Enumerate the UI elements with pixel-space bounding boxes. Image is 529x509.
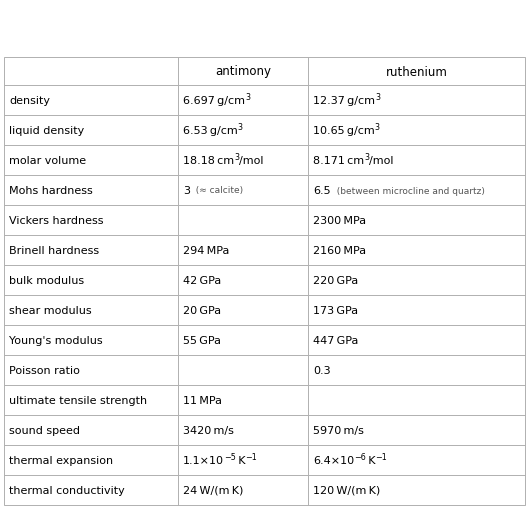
Text: Brinell hardness: Brinell hardness	[9, 245, 99, 256]
Text: (between microcline and quartz): (between microcline and quartz)	[331, 186, 485, 195]
Text: 12.37 g/cm: 12.37 g/cm	[313, 96, 375, 106]
Text: K: K	[236, 455, 245, 465]
Text: 3: 3	[364, 153, 369, 162]
Text: 120 W/(m K): 120 W/(m K)	[313, 485, 380, 495]
Text: 6.697 g/cm: 6.697 g/cm	[183, 96, 245, 106]
Text: molar volume: molar volume	[9, 156, 86, 165]
Text: −1: −1	[245, 453, 257, 461]
Text: 55 GPa: 55 GPa	[183, 335, 221, 345]
Text: K: K	[366, 455, 376, 465]
Text: (≈ calcite): (≈ calcite)	[190, 186, 243, 195]
Text: antimony: antimony	[215, 65, 271, 78]
Text: liquid density: liquid density	[9, 126, 84, 136]
Text: 24 W/(m K): 24 W/(m K)	[183, 485, 243, 495]
Text: shear modulus: shear modulus	[9, 305, 92, 316]
Text: 6.4×10: 6.4×10	[313, 455, 354, 465]
Text: 20 GPa: 20 GPa	[183, 305, 221, 316]
Text: (properties at standard conditions): (properties at standard conditions)	[6, 508, 180, 509]
Text: Mohs hardness: Mohs hardness	[9, 186, 93, 195]
Text: 3: 3	[183, 186, 190, 195]
Text: 5970 m/s: 5970 m/s	[313, 425, 364, 435]
Text: 220 GPa: 220 GPa	[313, 275, 358, 286]
Text: Poisson ratio: Poisson ratio	[9, 365, 80, 375]
Text: Vickers hardness: Vickers hardness	[9, 216, 104, 225]
Text: 3: 3	[234, 153, 239, 162]
Text: −6: −6	[354, 453, 366, 461]
Text: thermal conductivity: thermal conductivity	[9, 485, 125, 495]
Text: 8.171 cm: 8.171 cm	[313, 156, 364, 165]
Text: /mol: /mol	[369, 156, 394, 165]
Text: 10.65 g/cm: 10.65 g/cm	[313, 126, 375, 136]
Text: 3420 m/s: 3420 m/s	[183, 425, 234, 435]
Text: ultimate tensile strength: ultimate tensile strength	[9, 395, 147, 405]
Text: 294 MPa: 294 MPa	[183, 245, 230, 256]
Text: 6.5: 6.5	[313, 186, 331, 195]
Text: thermal expansion: thermal expansion	[9, 455, 113, 465]
Bar	[4, 58, 525, 505]
Text: 11 MPa: 11 MPa	[183, 395, 222, 405]
Text: 6.53 g/cm: 6.53 g/cm	[183, 126, 238, 136]
Text: 42 GPa: 42 GPa	[183, 275, 221, 286]
Text: ruthenium: ruthenium	[386, 65, 448, 78]
Text: 0.3: 0.3	[313, 365, 331, 375]
Text: 1.1×10: 1.1×10	[183, 455, 224, 465]
Text: 173 GPa: 173 GPa	[313, 305, 358, 316]
Text: 447 GPa: 447 GPa	[313, 335, 358, 345]
Text: sound speed: sound speed	[9, 425, 80, 435]
Text: 3: 3	[238, 123, 243, 132]
Text: −5: −5	[224, 453, 236, 461]
Text: bulk modulus: bulk modulus	[9, 275, 84, 286]
Text: 18.18 cm: 18.18 cm	[183, 156, 234, 165]
Text: 3: 3	[375, 123, 380, 132]
Text: 2160 MPa: 2160 MPa	[313, 245, 366, 256]
Text: 2300 MPa: 2300 MPa	[313, 216, 366, 225]
Text: density: density	[9, 96, 50, 106]
Text: Young's modulus: Young's modulus	[9, 335, 103, 345]
Text: 3: 3	[375, 93, 380, 102]
Text: −1: −1	[376, 453, 387, 461]
Text: /mol: /mol	[239, 156, 263, 165]
Text: 3: 3	[245, 93, 250, 102]
